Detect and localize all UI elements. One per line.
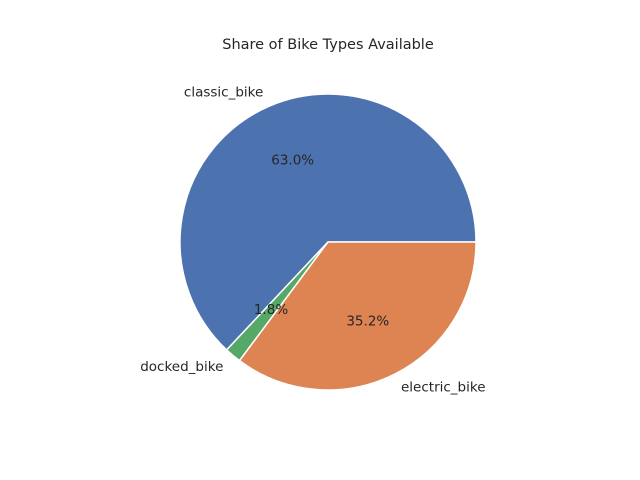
pie-labels: classic_bike 63.0% docked_bike 1.8% electric…: [140, 85, 485, 396]
pct-label-electric-bike: 35.2%: [346, 313, 389, 329]
pie-slices: [179, 93, 477, 391]
pie-slice-electric-bike: [238, 241, 477, 391]
chart-title: Share of Bike Types Available: [222, 37, 434, 53]
pct-label-classic-bike: 63.0%: [271, 153, 314, 169]
pct-label-docked-bike: 1.8%: [254, 302, 288, 318]
slice-label-classic-bike: classic_bike: [184, 85, 263, 101]
slice-label-electric-bike: electric_bike: [401, 380, 486, 396]
pie-slice-classic-bike: [179, 93, 477, 351]
slice-label-docked-bike: docked_bike: [140, 359, 223, 375]
